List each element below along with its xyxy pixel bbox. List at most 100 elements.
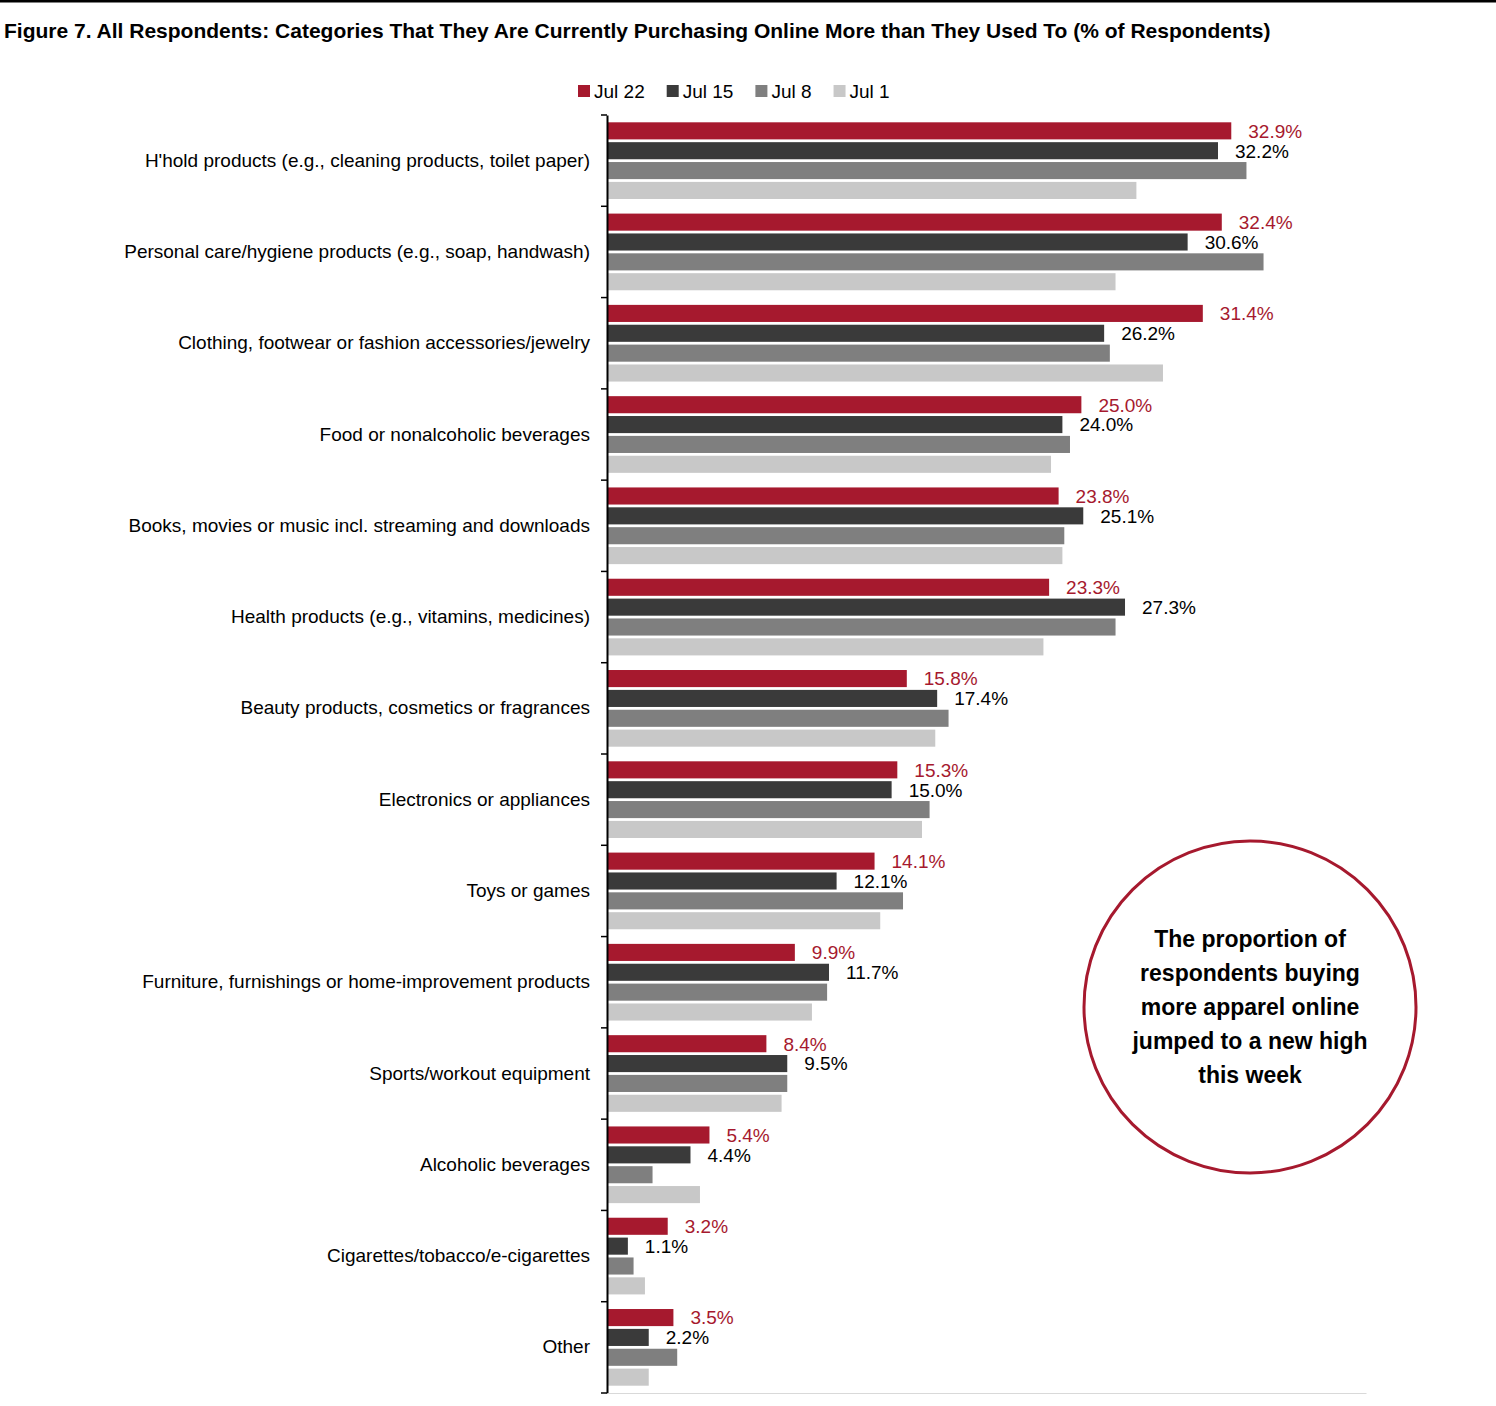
y-tick: Electronics or appliances — [379, 789, 607, 810]
bar — [607, 1329, 649, 1346]
bar — [607, 142, 1218, 159]
bar — [607, 273, 1116, 290]
separator-tick — [601, 114, 607, 116]
bar — [607, 1277, 645, 1294]
bar — [607, 547, 1062, 564]
data-label: 5.4% — [726, 1125, 769, 1146]
separator-tick — [601, 1210, 607, 1212]
legend-swatch — [578, 85, 590, 97]
data-label: 25.1% — [1100, 506, 1154, 527]
bar — [607, 618, 1116, 635]
y-tick: Cigarettes/tobacco/e-cigarettes — [327, 1245, 607, 1266]
separator-tick — [601, 845, 607, 847]
data-label: 31.4% — [1220, 303, 1274, 324]
data-label: 4.4% — [707, 1145, 750, 1166]
bar — [607, 364, 1163, 381]
category-separators — [601, 115, 607, 1393]
y-tick: Furniture, furnishings or home-improveme… — [142, 971, 607, 992]
data-label: 3.2% — [685, 1216, 728, 1237]
data-label: 1.1% — [645, 1236, 688, 1257]
y-tick: Health products (e.g., vitamins, medicin… — [231, 606, 607, 627]
data-label: 30.6% — [1205, 232, 1259, 253]
data-label: 23.8% — [1076, 486, 1130, 507]
bar — [607, 801, 930, 818]
y-tick: Beauty products, cosmetics or fragrances — [240, 697, 607, 718]
y-tick: Personal care/hygiene products (e.g., so… — [124, 241, 607, 262]
bar — [607, 1369, 649, 1386]
data-label: 3.5% — [690, 1307, 733, 1328]
bar — [607, 638, 1043, 655]
bar — [607, 944, 795, 961]
separator-tick — [601, 1027, 607, 1029]
bar — [607, 1055, 787, 1072]
bar — [607, 182, 1136, 199]
bar — [607, 325, 1104, 342]
bar — [607, 1003, 812, 1020]
separator-tick — [601, 388, 607, 390]
y-tick: Other — [542, 1336, 607, 1357]
y-tick-label: Beauty products, cosmetics or fragrances — [240, 697, 590, 718]
y-tick-label: Electronics or appliances — [379, 789, 590, 810]
data-label: 11.7% — [846, 962, 899, 983]
separator-tick — [601, 936, 607, 938]
separator-tick — [601, 206, 607, 208]
bar — [607, 527, 1064, 544]
data-label: 15.8% — [924, 668, 978, 689]
separator-tick — [601, 1118, 607, 1120]
bar — [607, 821, 922, 838]
bar — [607, 730, 935, 747]
y-tick-label: Personal care/hygiene products (e.g., so… — [124, 241, 590, 262]
data-label: 9.9% — [812, 942, 855, 963]
bar — [607, 214, 1222, 231]
data-label: 26.2% — [1121, 323, 1175, 344]
y-tick-label: H'hold products (e.g., cleaning products… — [145, 150, 590, 171]
y-tick-label: Toys or games — [466, 880, 590, 901]
data-label: 32.4% — [1239, 212, 1293, 233]
bar — [607, 1257, 634, 1274]
bar — [607, 162, 1246, 179]
data-label: 12.1% — [854, 871, 908, 892]
bar — [607, 853, 875, 870]
bar — [607, 1166, 653, 1183]
data-label: 23.3% — [1066, 577, 1120, 598]
y-tick-label: Cigarettes/tobacco/e-cigarettes — [327, 1245, 590, 1266]
x-axis — [608, 1393, 1367, 1394]
legend-label: Jul 15 — [683, 81, 734, 102]
legend-swatch — [834, 85, 846, 97]
bar — [607, 781, 892, 798]
bar — [607, 487, 1059, 504]
y-tick-label: Books, movies or music incl. streaming a… — [129, 515, 590, 536]
legend-label: Jul 1 — [850, 81, 890, 102]
bars — [607, 122, 1264, 1385]
y-tick-label: Alcoholic beverages — [420, 1154, 590, 1175]
data-label: 32.2% — [1235, 141, 1289, 162]
legend-label: Jul 8 — [771, 81, 811, 102]
separator-tick — [601, 1301, 607, 1303]
bar — [607, 710, 949, 727]
annotation-box: The proportion of respondents buying mor… — [1125, 907, 1375, 1107]
bar — [607, 1146, 690, 1163]
bar — [607, 964, 829, 981]
data-label: 25.0% — [1098, 395, 1152, 416]
bar — [607, 1126, 709, 1143]
bar — [607, 670, 907, 687]
y-tick: Food or nonalcoholic beverages — [320, 424, 607, 445]
bar — [607, 912, 880, 929]
annotation: The proportion of respondents buying mor… — [1125, 907, 1375, 1107]
bar — [607, 396, 1081, 413]
bar — [607, 122, 1231, 139]
data-label: 8.4% — [783, 1034, 826, 1055]
bar — [607, 579, 1049, 596]
separator-tick — [601, 297, 607, 299]
data-label: 9.5% — [804, 1053, 847, 1074]
y-tick: Alcoholic beverages — [420, 1154, 607, 1175]
y-tick-label: Sports/workout equipment — [369, 1063, 590, 1084]
bar — [607, 1035, 766, 1052]
bar — [607, 1238, 628, 1255]
y-axis: H'hold products (e.g., cleaning products… — [124, 116, 607, 1394]
data-label: 32.9% — [1248, 121, 1302, 142]
bar — [607, 305, 1203, 322]
bar — [607, 456, 1051, 473]
legend-swatch — [755, 85, 767, 97]
legend-label: Jul 22 — [594, 81, 645, 102]
